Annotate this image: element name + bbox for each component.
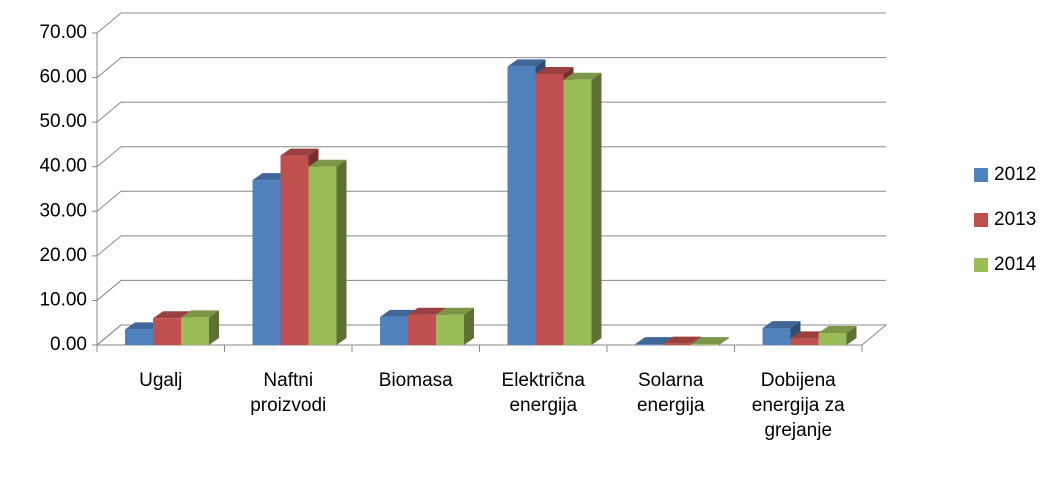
bar-top <box>762 321 801 329</box>
legend-swatch <box>974 168 988 182</box>
bar <box>308 166 337 345</box>
legend-swatch <box>974 258 988 272</box>
y-tick-label: 30.00 <box>39 200 87 221</box>
x-tick-label: Dobijena energija za grejanje <box>751 370 845 441</box>
grid-line <box>96 190 886 212</box>
bar <box>153 318 181 345</box>
grid-line <box>96 57 886 78</box>
x-tick-label: Biomasa <box>378 370 453 391</box>
legend-label: 2013 <box>994 209 1036 230</box>
bar <box>663 343 691 345</box>
y-tick-label: 60.00 <box>39 67 87 88</box>
x-tick-label: Električna energija <box>501 370 585 416</box>
bar-top <box>563 72 602 80</box>
bar-top <box>535 67 574 75</box>
grid-line <box>96 101 886 123</box>
y-tick-label: 10.00 <box>39 289 87 310</box>
bar <box>252 180 281 345</box>
y-tick-label: 70.00 <box>39 22 87 43</box>
bar <box>380 316 408 345</box>
x-tick-label: Solarna energija <box>636 370 705 416</box>
bar-side <box>719 337 729 345</box>
y-tick-label: 0.00 <box>50 334 87 355</box>
bar <box>125 329 153 345</box>
bar-top <box>153 311 191 319</box>
bar-side <box>464 307 474 345</box>
bar-top <box>818 325 857 333</box>
bar-top <box>507 59 546 67</box>
bar <box>635 344 663 345</box>
bar-top <box>436 307 474 315</box>
bar <box>790 338 819 345</box>
bar <box>762 328 791 345</box>
bar <box>181 317 209 345</box>
bar <box>408 314 436 345</box>
x-tick-label: Ugalj <box>139 370 183 391</box>
bar-top <box>280 148 319 156</box>
grid-line <box>96 279 886 301</box>
bar <box>818 332 847 345</box>
grid-line <box>96 324 886 346</box>
legend-label: 2014 <box>994 254 1037 275</box>
bar-top <box>308 159 347 167</box>
bar-side <box>846 325 857 345</box>
bar-top <box>663 336 701 344</box>
y-tick-label: 40.00 <box>39 156 87 177</box>
bar-side <box>209 310 219 345</box>
bar <box>507 66 536 345</box>
grid-line <box>96 12 886 34</box>
bar-top <box>181 310 219 318</box>
bar <box>691 344 719 345</box>
x-tick-label: Naftni proizvodi <box>250 370 327 416</box>
bar <box>436 314 464 345</box>
y-tick-label: 20.00 <box>39 245 87 266</box>
bar-side <box>591 72 602 346</box>
bar-top <box>691 337 729 345</box>
legend-label: 2012 <box>994 164 1036 185</box>
bar <box>280 155 309 345</box>
grid-line <box>96 146 886 168</box>
bar <box>535 74 564 346</box>
bar-top <box>408 307 446 315</box>
y-tick-label: 50.00 <box>39 111 87 132</box>
bar <box>563 79 592 346</box>
bar-top <box>635 337 673 345</box>
bar-side <box>336 159 347 345</box>
legend-swatch <box>974 213 988 227</box>
grid-line <box>96 235 886 257</box>
